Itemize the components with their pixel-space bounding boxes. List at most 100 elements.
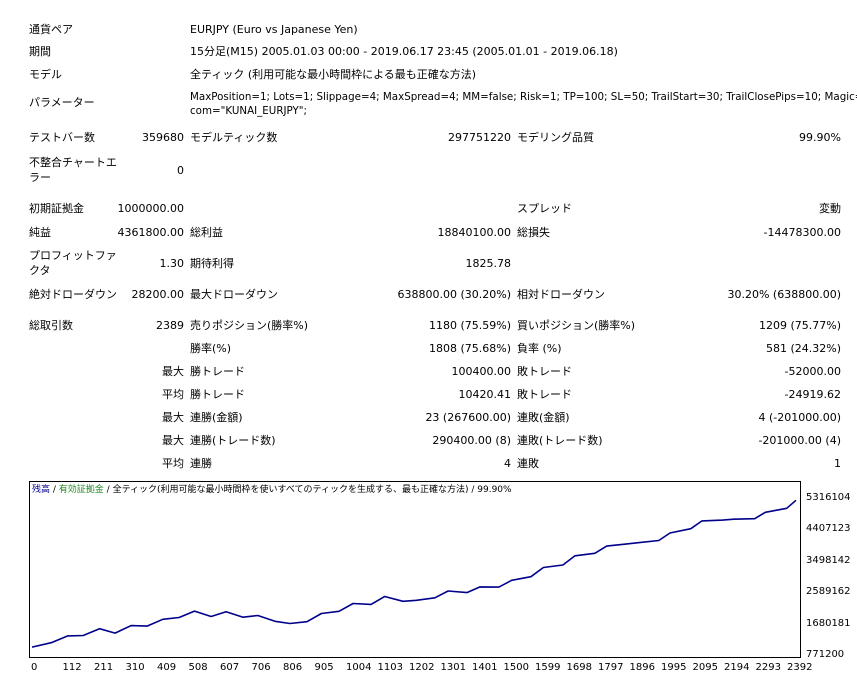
consec-loss-count-value: -201000.00 (4) xyxy=(758,434,841,447)
model-value: 全ティック (利用可能な最小時間枠による最も正確な方法) xyxy=(190,68,477,81)
expected-payoff-label: 期待利得 xyxy=(190,257,234,270)
x-tick-label: 2095 xyxy=(692,662,718,673)
x-tick-label: 1698 xyxy=(566,662,592,673)
largest-label: 最大 xyxy=(162,365,184,378)
avg-consec-win-label: 連勝 xyxy=(190,457,212,470)
y-tick-label: 1680181 xyxy=(806,617,851,629)
chart-legend: 残高 / 有効証拠金 / 全ティック(利用可能な最小時間枠を使いすべてのティック… xyxy=(32,484,512,496)
gross-profit-label: 総利益 xyxy=(190,226,223,239)
y-tick-label: 771200 xyxy=(806,649,845,660)
expected-payoff-value: 1825.78 xyxy=(465,257,512,270)
win-rate-label: 勝率(%) xyxy=(190,342,232,355)
avg-consec-label: 平均 xyxy=(162,457,184,470)
x-tick-label: 1103 xyxy=(377,662,403,673)
average-win-label: 勝トレード xyxy=(190,388,245,401)
abs-drawdown-label: 絶対ドローダウン xyxy=(29,288,117,301)
x-tick-label: 607 xyxy=(220,662,240,673)
average-loss-label: 敗トレード xyxy=(517,388,572,401)
x-tick-label: 0 xyxy=(31,662,38,673)
period-value: 15分足(M15) 2005.01.03 00:00 - 2019.06.17 … xyxy=(190,45,618,58)
largest-win-value: 100400.00 xyxy=(451,365,512,378)
consec-win-money-value: 23 (267600.00) xyxy=(425,411,511,424)
profit-factor-value: 1.30 xyxy=(159,257,185,270)
params-label: パラメーター xyxy=(29,96,95,109)
net-profit-value: 4361800.00 xyxy=(117,226,184,239)
model-label: モデル xyxy=(29,68,62,81)
params-line-1: MaxPosition=1; Lots=1; Slippage=4; MaxSp… xyxy=(190,91,857,103)
largest-loss-value: -52000.00 xyxy=(784,365,841,378)
max-consec-money-label: 最大 xyxy=(162,411,184,424)
x-tick-label: 706 xyxy=(251,662,271,673)
max-drawdown-label: 最大ドローダウン xyxy=(190,288,278,301)
average-loss-value: -24919.62 xyxy=(784,388,841,401)
legend-separator-1: / xyxy=(50,485,59,495)
x-tick-label: 1599 xyxy=(535,662,561,673)
short-positions-value: 1180 (75.59%) xyxy=(428,319,511,332)
quality-label: モデリング品質 xyxy=(517,131,594,144)
legend-equity: 有効証拠金 xyxy=(58,485,104,495)
profit-factor-label-1: プロフィットファ xyxy=(29,249,117,262)
x-tick-label: 409 xyxy=(157,662,177,673)
legend-separator-2: / xyxy=(103,485,113,495)
rel-drawdown-label: 相対ドローダウン xyxy=(517,288,605,301)
pair-value: EURJPY (Euro vs Japanese Yen) xyxy=(190,23,358,36)
x-tick-label: 1004 xyxy=(346,662,372,673)
balance-chart-plot xyxy=(31,499,797,648)
deposit-value: 1000000.00 xyxy=(117,202,184,215)
consec-win-count-label: 連勝(トレード数) xyxy=(190,434,276,447)
deposit-label: 初期証拠金 xyxy=(29,202,84,215)
x-tick-label: 508 xyxy=(188,662,208,673)
profit-factor-label-2: クタ xyxy=(29,264,51,277)
mismatch-label-2: ラー xyxy=(29,171,51,184)
consec-loss-money-label: 連敗(金額) xyxy=(517,411,570,424)
avg-consec-win-value: 4 xyxy=(504,457,511,470)
balance-line xyxy=(31,499,797,648)
x-tick-label: 2293 xyxy=(755,662,781,673)
loss-rate-value: 581 (24.32%) xyxy=(765,342,841,355)
x-tick-label: 1202 xyxy=(409,662,435,673)
gross-profit-value: 18840100.00 xyxy=(437,226,511,239)
consec-loss-count-label: 連敗(トレード数) xyxy=(517,434,603,447)
x-tick-label: 806 xyxy=(283,662,303,673)
balance-chart xyxy=(29,481,801,658)
average-win-value: 10420.41 xyxy=(458,388,512,401)
spread-value: 変動 xyxy=(819,202,841,215)
avg-consec-loss-value: 1 xyxy=(834,457,841,470)
x-tick-label: 1896 xyxy=(629,662,655,673)
net-profit-label: 純益 xyxy=(29,226,51,239)
y-tick-label: 3498142 xyxy=(806,554,851,566)
total-trades-label: 総取引数 xyxy=(29,319,73,332)
max-drawdown-value: 638800.00 (30.20%) xyxy=(397,288,511,301)
total-trades-value: 2389 xyxy=(156,319,184,332)
x-tick-label: 1995 xyxy=(661,662,687,673)
bars-label: テストバー数 xyxy=(29,131,95,144)
bars-value: 359680 xyxy=(142,131,184,144)
long-positions-value: 1209 (75.77%) xyxy=(758,319,841,332)
y-tick-label: 2589162 xyxy=(806,586,851,598)
x-tick-label: 2194 xyxy=(724,662,750,673)
gross-loss-value: -14478300.00 xyxy=(763,226,841,239)
quality-value: 99.90% xyxy=(799,131,841,144)
rel-drawdown-value: 30.20% (638800.00) xyxy=(727,288,841,301)
x-tick-label: 310 xyxy=(125,662,145,673)
x-tick-label: 1401 xyxy=(472,662,498,673)
x-tick-label: 1301 xyxy=(440,662,466,673)
mismatch-value: 0 xyxy=(177,164,184,177)
y-tick-label: 5316104 xyxy=(806,492,851,503)
period-label: 期間 xyxy=(29,45,51,58)
consec-win-money-label: 連勝(金額) xyxy=(190,411,243,424)
ticks-label: モデルティック数 xyxy=(190,131,278,144)
x-tick-label: 211 xyxy=(94,662,114,673)
average-label: 平均 xyxy=(162,388,184,401)
mismatch-label-1: 不整合チャートエ xyxy=(29,156,117,169)
ticks-value: 297751220 xyxy=(448,131,511,144)
x-tick-label: 112 xyxy=(62,662,82,673)
short-positions-label: 売りポジション(勝率%) xyxy=(190,319,309,332)
avg-consec-loss-label: 連敗 xyxy=(517,457,539,470)
gross-loss-label: 総損失 xyxy=(517,226,550,239)
spread-label: スプレッド xyxy=(517,202,572,215)
largest-loss-label: 敗トレード xyxy=(517,365,572,378)
x-tick-label: 2392 xyxy=(787,662,813,673)
largest-win-label: 勝トレード xyxy=(190,365,245,378)
x-tick-label: 1500 xyxy=(503,662,529,673)
